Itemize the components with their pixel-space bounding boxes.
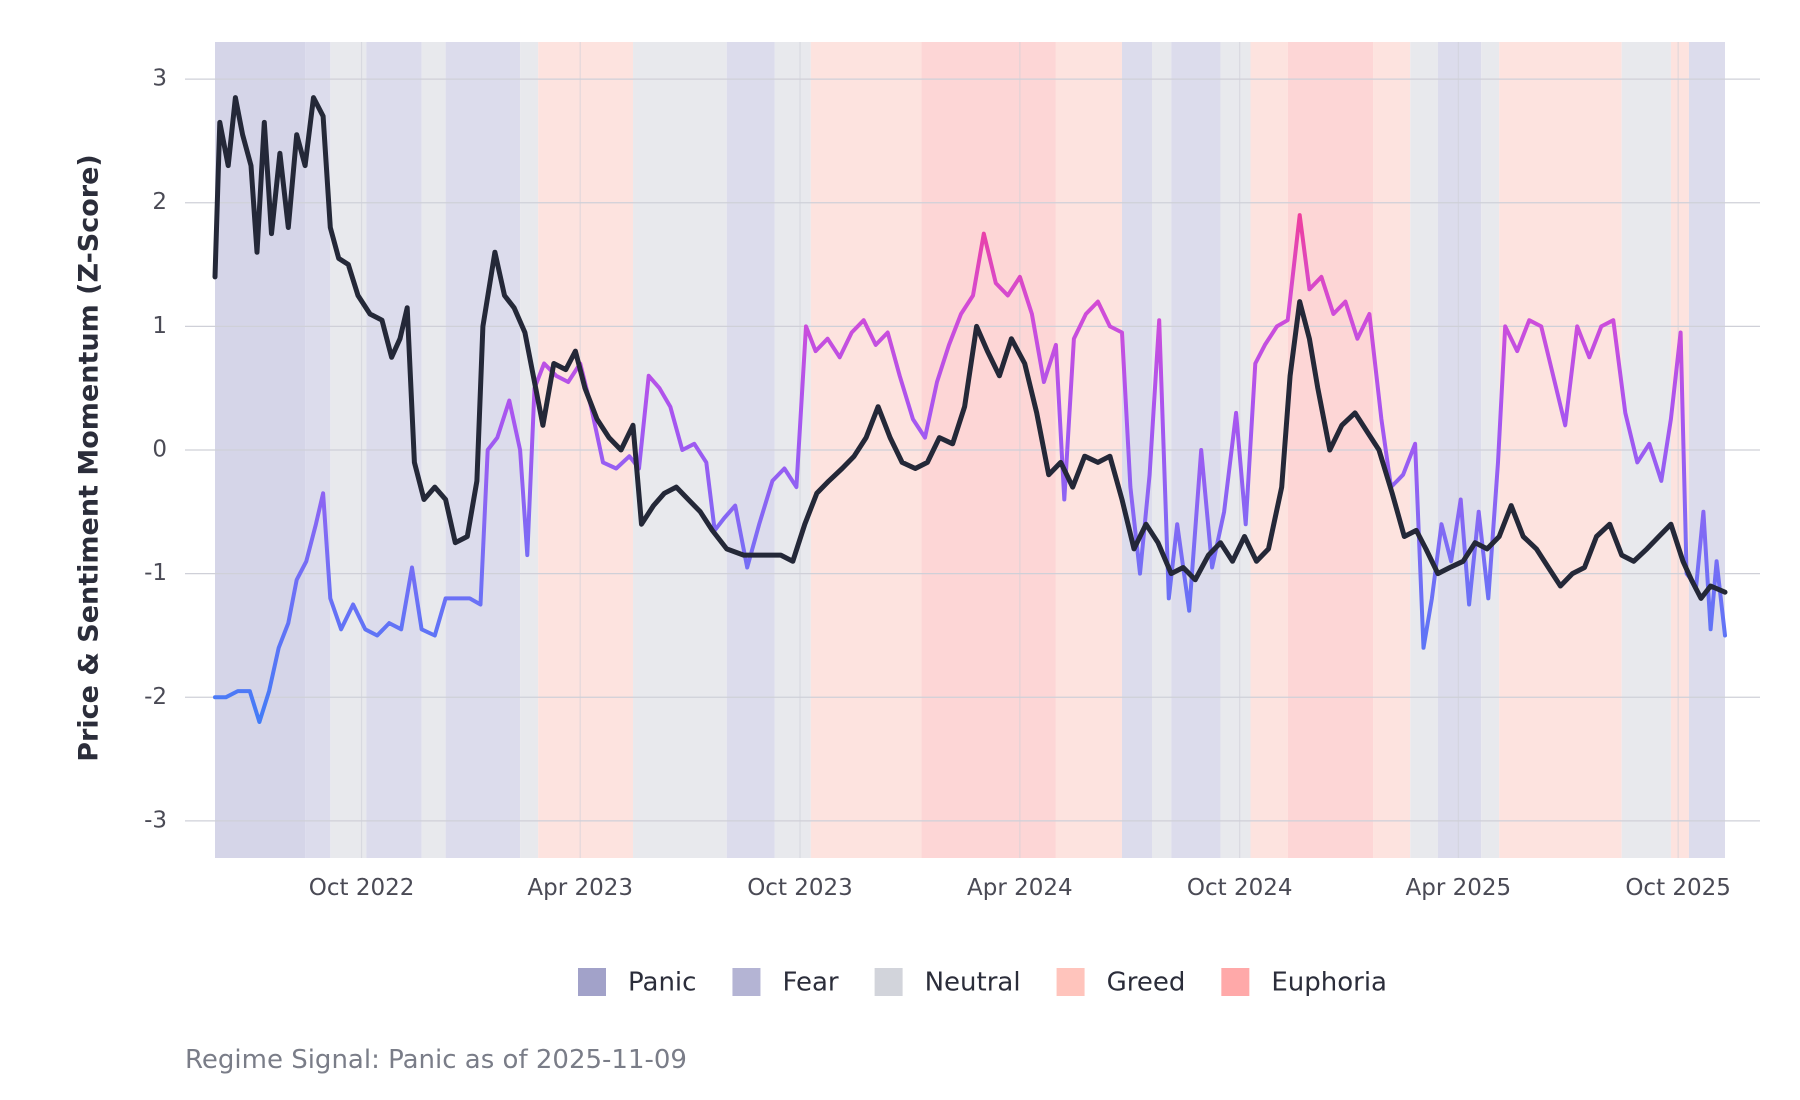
x-tick-label: Oct 2025 (1625, 875, 1731, 901)
regime-signal-caption: Regime Signal: Panic as of 2025-11-09 (185, 1045, 687, 1075)
legend-swatch-euphoria (1221, 968, 1250, 996)
legend: Panic Fear Neutral Greed Euphoria (578, 968, 1387, 998)
legend-swatch-fear (732, 968, 761, 996)
x-tick-label: Apr 2024 (967, 875, 1073, 901)
price-momentum-line (212, 95, 1728, 601)
x-tick-label: Oct 2023 (747, 875, 853, 901)
y-tick-label: 1 (152, 313, 167, 339)
legend-label-panic: Panic (628, 968, 696, 998)
y-tick-label: 3 (152, 66, 167, 92)
y-tick-label: -3 (144, 807, 167, 833)
y-tick-label: -2 (144, 684, 167, 710)
series-lines (212, 95, 1728, 724)
x-tick-label: Oct 2024 (1187, 875, 1293, 901)
legend-swatch-panic (578, 968, 606, 996)
grid-lines (185, 42, 1760, 858)
y-axis-label: Price & Sentiment Momentum (Z-Score) (74, 154, 105, 762)
y-tick-label: 2 (152, 189, 167, 215)
x-tick-label: Oct 2022 (309, 875, 415, 901)
legend-label-euphoria: Euphoria (1271, 968, 1387, 998)
legend-swatch-neutral (874, 968, 903, 996)
y-axis-ticks: 3 2 1 0 -1 -2 -3 (144, 66, 167, 834)
sentiment-momentum-line (213, 213, 1727, 724)
legend-label-fear: Fear (782, 968, 838, 998)
x-tick-label: Apr 2023 (527, 875, 633, 901)
y-tick-label: 0 (152, 437, 167, 463)
x-axis-ticks: Oct 2022 Apr 2023 Oct 2023 Apr 2024 Oct 2024… (309, 875, 1731, 901)
legend-label-neutral: Neutral (925, 968, 1021, 998)
legend-label-greed: Greed (1107, 968, 1186, 998)
y-tick-label: -1 (144, 560, 167, 586)
x-tick-label: Apr 2025 (1405, 875, 1511, 901)
legend-swatch-greed (1056, 968, 1085, 996)
